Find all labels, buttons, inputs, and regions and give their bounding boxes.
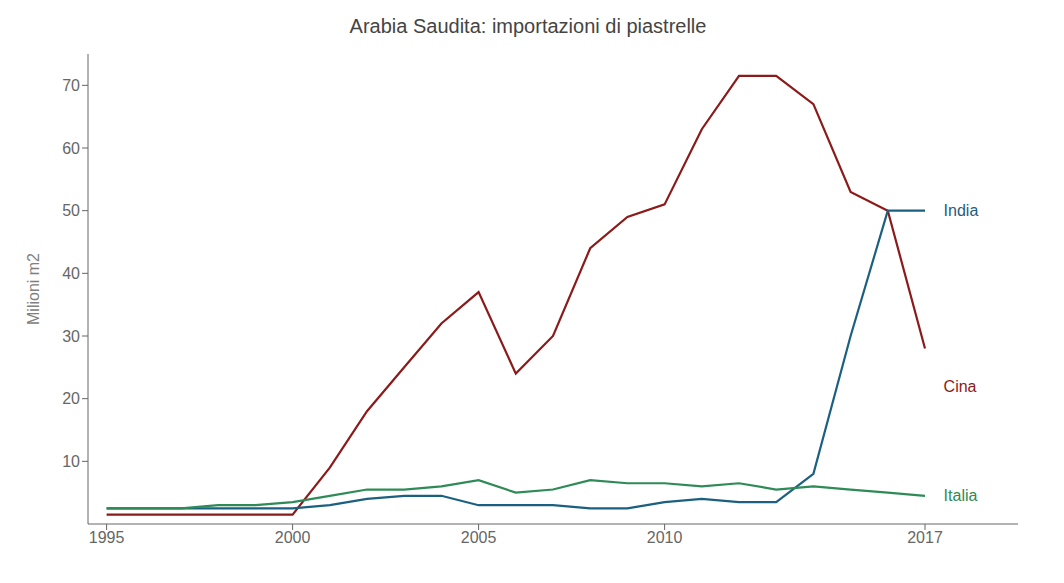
svg-text:2000: 2000 xyxy=(275,529,311,546)
svg-text:Cina: Cina xyxy=(944,378,977,395)
svg-text:2017: 2017 xyxy=(907,529,943,546)
svg-text:60: 60 xyxy=(62,140,80,157)
svg-text:2005: 2005 xyxy=(461,529,497,546)
svg-text:Milioni m2: Milioni m2 xyxy=(25,253,42,325)
svg-text:2010: 2010 xyxy=(647,529,683,546)
svg-text:70: 70 xyxy=(62,77,80,94)
svg-text:1995: 1995 xyxy=(89,529,125,546)
svg-text:40: 40 xyxy=(62,265,80,282)
svg-text:20: 20 xyxy=(62,390,80,407)
svg-text:10: 10 xyxy=(62,453,80,470)
svg-text:50: 50 xyxy=(62,202,80,219)
svg-text:Italia: Italia xyxy=(944,487,978,504)
svg-text:India: India xyxy=(944,202,979,219)
svg-text:30: 30 xyxy=(62,328,80,345)
html-text:Arabia Saudita: importazioni d: Arabia Saudita: importazioni di piastrel… xyxy=(349,15,707,37)
